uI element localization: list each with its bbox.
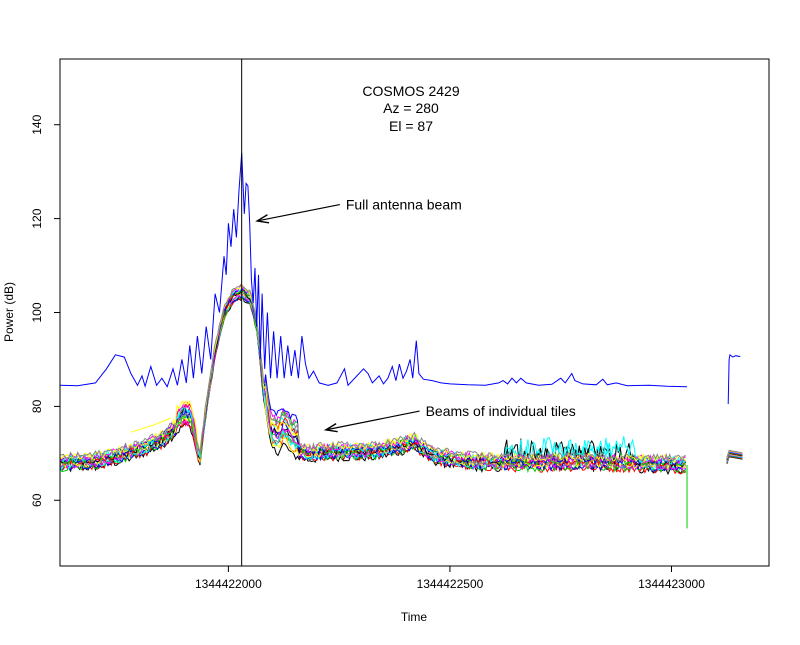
full-beam-line: [727, 353, 741, 405]
axes-layer: 1344422000 1344422500 1344423000 60 80 100 120…: [30, 58, 770, 591]
tile-beam-tail-line: [726, 449, 743, 458]
chart-title-line-3: El = 87: [389, 118, 433, 134]
tile-beam-line: [59, 283, 686, 464]
annotation-arrow-head: [323, 423, 338, 433]
full-beam-line: [59, 152, 688, 388]
x-tick-label: 1344422000: [195, 577, 262, 591]
x-axis-label: Time: [401, 610, 428, 624]
chart-title-line-1: COSMOS 2429: [362, 83, 459, 99]
annotation-label: Beams of individual tiles: [426, 403, 576, 419]
annotation-arrow-line: [325, 410, 420, 431]
chart-title-line-2: Az = 280: [383, 100, 439, 116]
annotation-arrow-head: [255, 214, 270, 224]
x-tick-label: 1344422500: [417, 577, 484, 591]
tile-beam-line: [59, 284, 687, 464]
y-tick-label: 100: [30, 302, 44, 322]
annotation-layer: Full antenna beam Beams of individual til…: [255, 197, 576, 433]
x-tick-label: 1344423000: [638, 577, 705, 591]
y-tick-label: 120: [30, 208, 44, 228]
tile-beam-line: [59, 296, 686, 476]
y-tick-label: 60: [30, 493, 44, 507]
y-tick-label: 80: [30, 399, 44, 413]
tile-beam-line: [59, 295, 687, 472]
y-axis-label: Power (dB): [2, 282, 16, 342]
series-layer: [59, 152, 743, 529]
tile-beam-line: [59, 289, 687, 466]
annotation-label: Full antenna beam: [346, 197, 462, 213]
plot-frame: [59, 58, 770, 567]
y-tick-label: 140: [30, 114, 44, 134]
tile-beam-yellow-bump: [130, 417, 171, 433]
tile-beam-line: [59, 285, 686, 464]
annotation-arrow-line: [257, 203, 340, 222]
